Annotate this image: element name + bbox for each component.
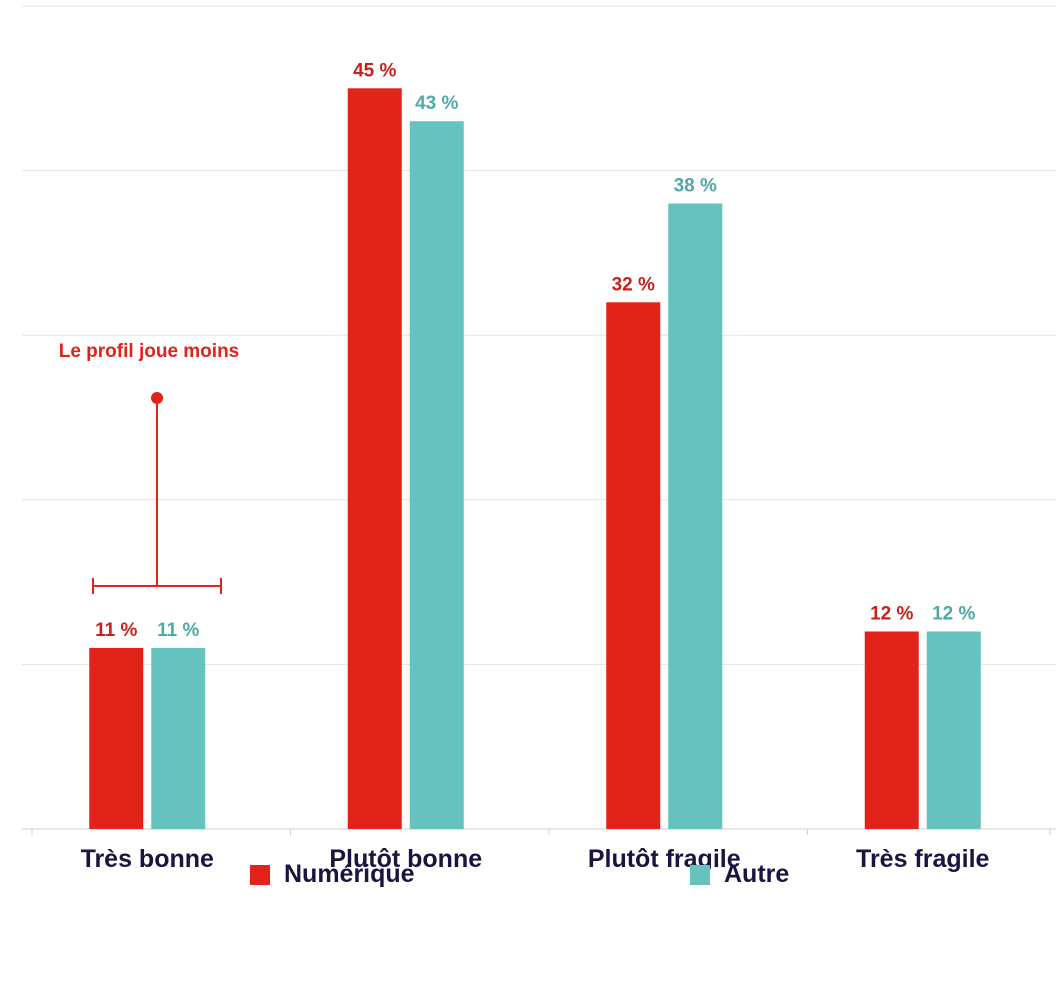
data-label: 11 % [95, 620, 137, 641]
legend-item-autre: Autre [690, 860, 789, 889]
annotation-text: Le profil joue moins [59, 341, 240, 362]
data-label: 45 % [353, 60, 396, 81]
data-label: 12 % [932, 603, 975, 624]
x-tick-label: Très fragile [856, 845, 989, 873]
bar-autre [926, 631, 981, 829]
bar-numerique [606, 302, 661, 829]
x-tick-label: Très bonne [81, 845, 214, 873]
data-label: 43 % [415, 93, 458, 114]
annotation: Le profil joue moins [59, 341, 240, 594]
bar-numerique [864, 631, 919, 829]
bar-numerique [89, 647, 144, 829]
x-tick-label: Plutôt bonne [329, 845, 482, 873]
x-tick-label: Plutôt fragile [588, 845, 741, 873]
bars [89, 88, 981, 830]
data-labels: 11 % 11 % 45 % 43 % 32 % 38 % 12 % 12 % [95, 60, 975, 641]
bar-autre [668, 203, 723, 829]
autre-swatch [690, 864, 710, 885]
bar-autre [151, 647, 206, 829]
data-label: 11 % [157, 620, 199, 641]
legend-item-numerique: Numérique [250, 860, 415, 889]
legend-label-numerique: Numérique [284, 860, 415, 888]
data-label: 38 % [674, 176, 717, 197]
bar-autre [409, 121, 464, 830]
numerique-swatch [250, 864, 270, 885]
data-label: 12 % [870, 603, 913, 624]
bar-numerique [347, 88, 402, 830]
x-axis: Très bonne Plutôt bonne Plutôt fragile Très… [31, 829, 1051, 873]
legend-label-autre: Autre [724, 860, 790, 888]
data-label: 32 % [612, 274, 655, 295]
